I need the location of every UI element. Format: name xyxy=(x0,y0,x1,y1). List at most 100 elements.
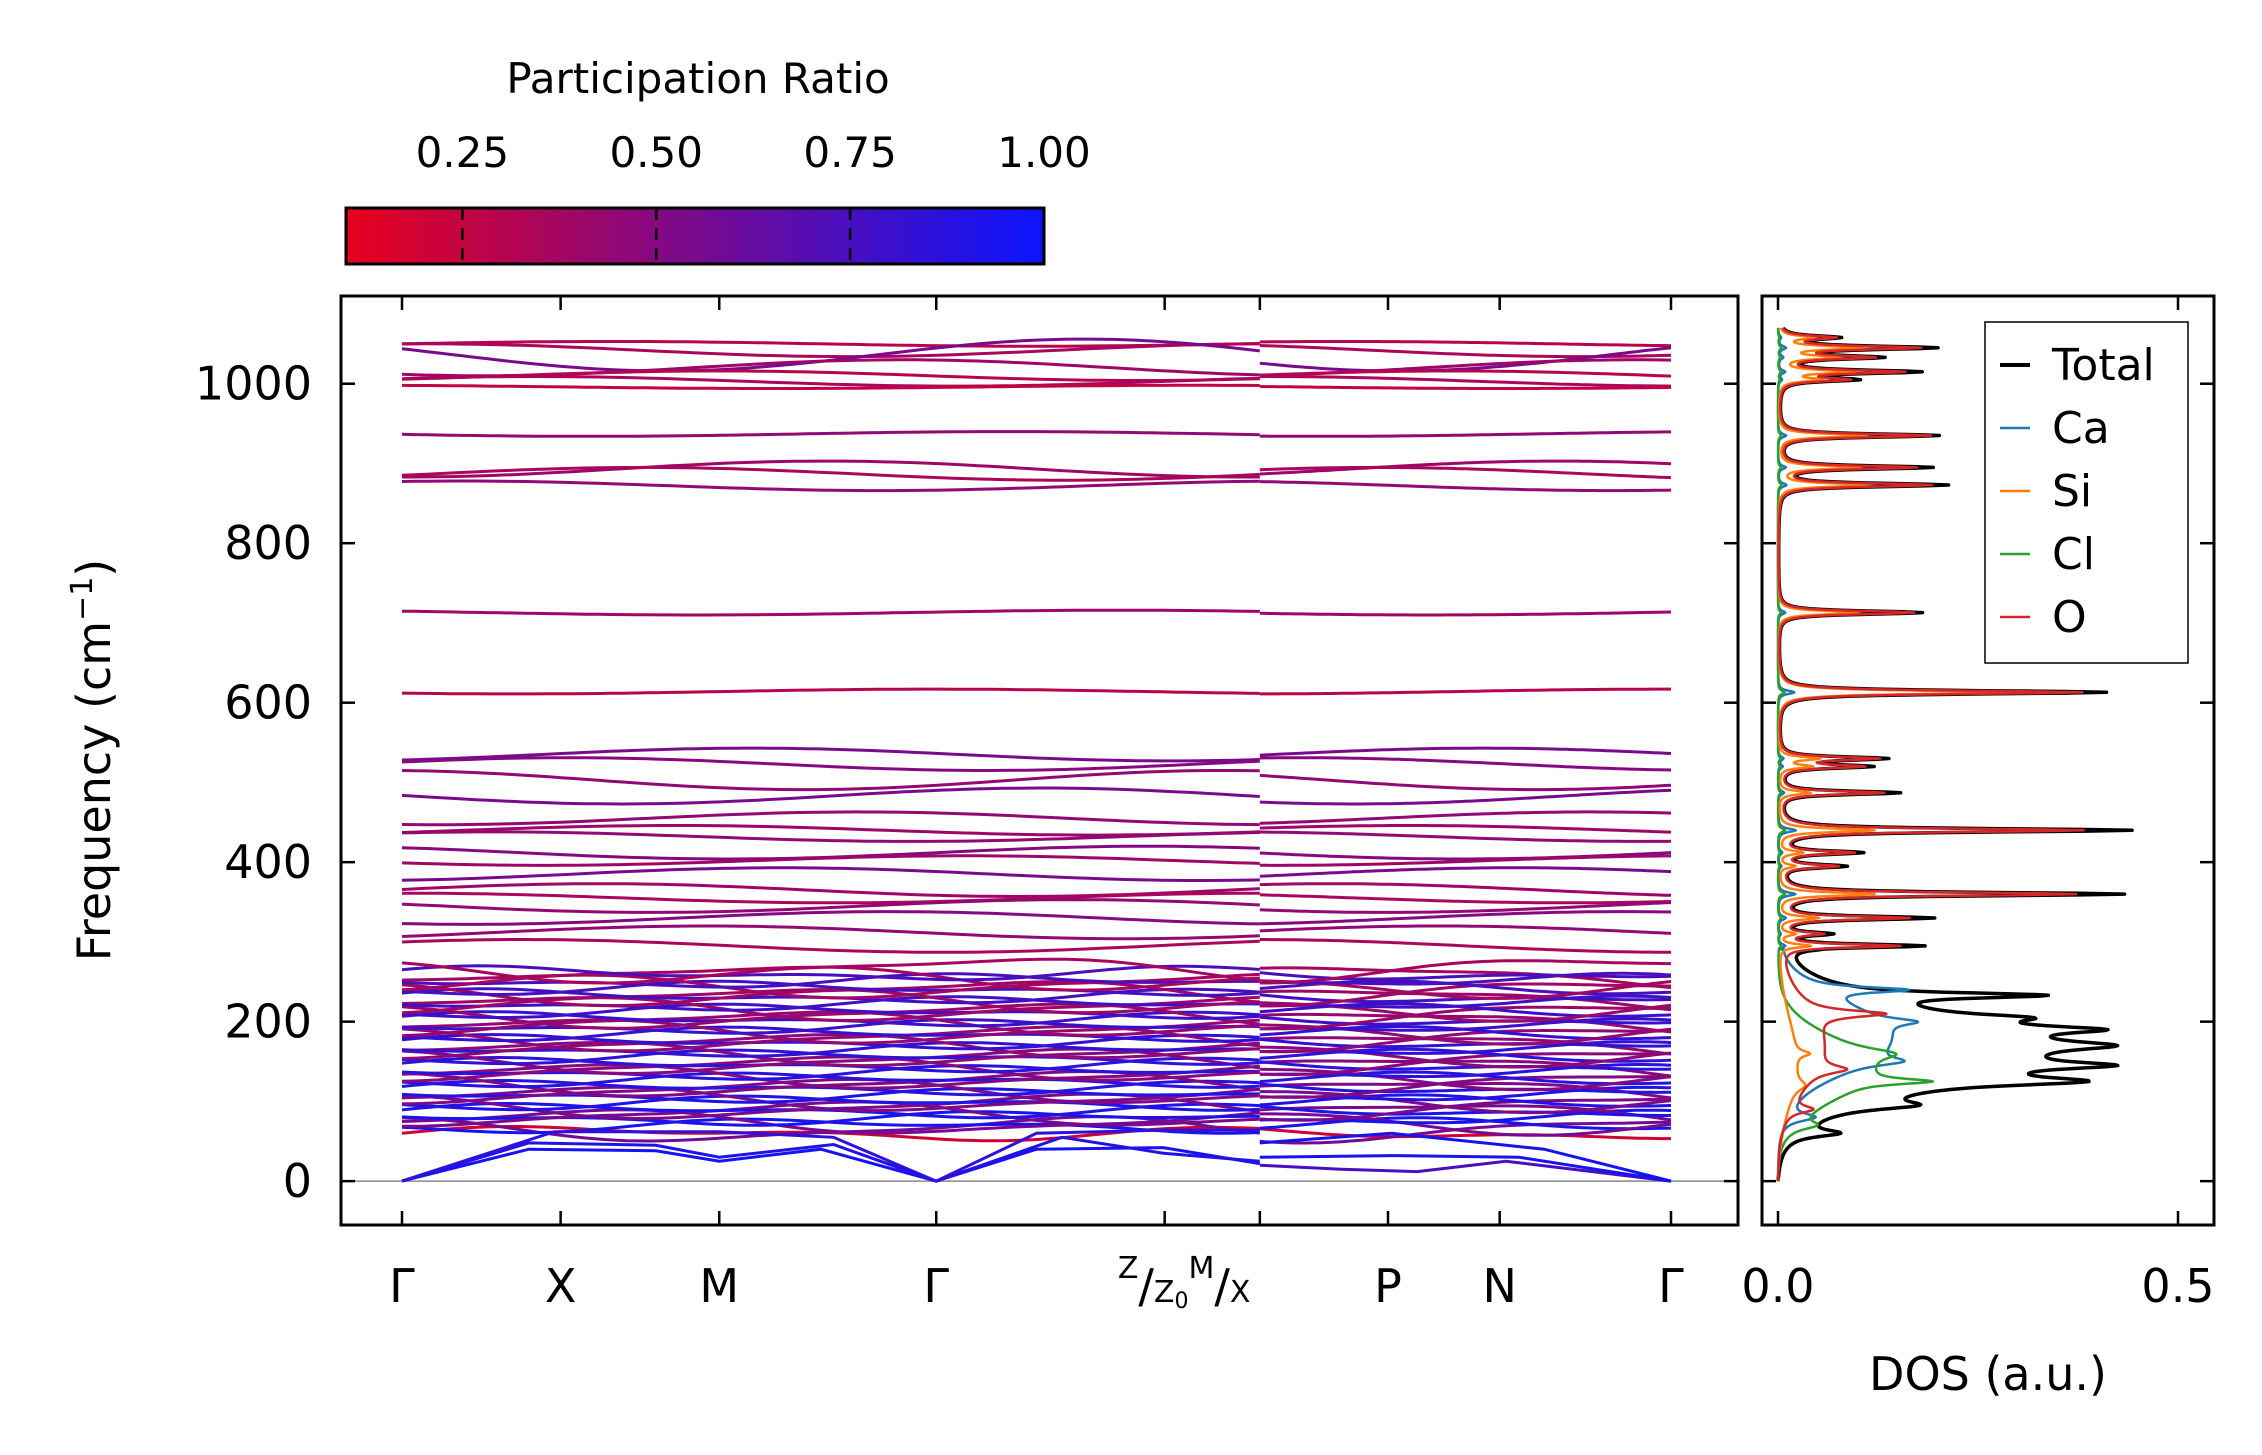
phonon-band xyxy=(401,465,1260,482)
phonon-band xyxy=(1259,1090,1672,1115)
y-tick-label: 800 xyxy=(224,516,312,570)
phonon-band xyxy=(401,1055,1260,1083)
phonon-band xyxy=(401,383,1260,390)
phonon-band xyxy=(402,459,1260,479)
phonon-band xyxy=(401,687,1260,696)
phonon-band xyxy=(401,810,1260,827)
phonon-band xyxy=(401,1033,1260,1060)
phonon-band xyxy=(1259,924,1672,935)
phonon-band xyxy=(1259,610,1672,617)
phonon-band xyxy=(1259,938,1671,954)
phonon-band xyxy=(401,995,1260,1012)
phonon-band xyxy=(1259,465,1672,480)
dos-x-axis-label: DOS (a.u.) xyxy=(1869,1347,2107,1401)
phonon-band xyxy=(1259,810,1672,825)
phonon-band xyxy=(401,1025,1260,1043)
phonon-band xyxy=(401,854,1260,867)
phonon-band xyxy=(1259,966,1672,990)
phonon-band xyxy=(401,430,1260,438)
dos-x-tick-label: 0.5 xyxy=(2141,1259,2214,1313)
phonon-band xyxy=(1259,1082,1672,1100)
colorbar-ticks: 0.25 0.50 0.75 1.00 xyxy=(416,128,1091,264)
phonon-band xyxy=(1259,346,1672,373)
phonon-band xyxy=(401,608,1260,617)
phonon-band xyxy=(1259,1017,1672,1032)
phonon-band xyxy=(1259,989,1672,1012)
phonon-band xyxy=(1259,1127,1671,1141)
phonon-band xyxy=(401,980,1260,1008)
colorbar-tick-label: 1.00 xyxy=(997,128,1091,177)
phonon-band xyxy=(1259,756,1672,772)
legend-label-total: Total xyxy=(2051,340,2155,391)
phonon-band xyxy=(1259,971,1672,986)
phonon-band xyxy=(1259,340,1672,348)
phonon-band xyxy=(401,786,1260,806)
phonon-band xyxy=(401,1002,1260,1020)
phonon-band xyxy=(1259,994,1672,1009)
phonon-band xyxy=(1259,1015,1672,1026)
band-lines xyxy=(341,337,1738,1183)
phonon-band xyxy=(401,964,1260,982)
dos-x-tick-label: 0.0 xyxy=(1741,1259,1814,1313)
phonon-band xyxy=(1259,1104,1672,1117)
phonon-band xyxy=(1259,459,1672,476)
phonon-band xyxy=(401,769,1260,792)
phonon-band xyxy=(401,342,1260,359)
dos-panel: 0.0 0.5 DOS (a.u.) Total Ca Si Cl O xyxy=(1741,294,2216,1401)
dos-series-o xyxy=(1776,327,2086,1182)
phonon-band xyxy=(401,756,1260,772)
colorbar: Participation Ratio 0.25 0.50 0.75 1.00 xyxy=(344,54,1091,266)
phonon-band xyxy=(401,824,1260,837)
phonon-band xyxy=(401,1040,1260,1068)
phonon-band xyxy=(1259,866,1672,878)
colorbar-label: Participation Ratio xyxy=(506,54,889,103)
dos-series-si xyxy=(1776,327,2020,1182)
phonon-band xyxy=(1259,1116,1672,1131)
phonon-band xyxy=(402,1100,1260,1128)
acoustic-branch xyxy=(401,1146,1261,1183)
phonon-band xyxy=(1259,375,1672,388)
kpoint-label: X xyxy=(545,1259,577,1313)
phonon-band xyxy=(1259,901,1672,914)
phonon-band xyxy=(401,1077,1260,1106)
legend-frame xyxy=(1984,321,2189,664)
phonon-band xyxy=(401,957,1260,985)
phonon-band xyxy=(1259,1029,1671,1054)
phonon-band xyxy=(1259,882,1672,897)
kpoint-label-composite: Z/Z0M/X xyxy=(1118,1251,1251,1314)
phonon-band xyxy=(401,479,1260,493)
phonon-band xyxy=(1259,910,1672,926)
phonon-band xyxy=(401,898,1260,914)
phonon-band xyxy=(1259,1040,1672,1055)
phonon-band xyxy=(401,1048,1260,1066)
phonon-band xyxy=(401,1071,1260,1089)
phonon-band xyxy=(1259,959,1671,985)
phonon-band xyxy=(1259,687,1671,696)
y-tick-label: 0 xyxy=(283,1154,312,1208)
phonon-band xyxy=(402,891,1260,905)
legend-label-o: O xyxy=(2052,592,2087,643)
acoustic-branch xyxy=(1259,1131,1672,1183)
phonon-band xyxy=(1259,480,1672,493)
kpoint-label: Γ xyxy=(923,1259,949,1313)
phonon-band xyxy=(1259,1112,1672,1137)
band-frame xyxy=(339,294,1740,1227)
y-axis-ticks: 0 200 400 600 800 1000 xyxy=(195,357,2214,1208)
y-axis-label: Frequency (cm−1) xyxy=(65,559,121,962)
dos-lines xyxy=(1776,326,2134,1183)
phonon-band xyxy=(1259,1082,1671,1094)
phonon-band xyxy=(401,866,1260,882)
y-tick-label: 400 xyxy=(224,835,312,889)
phonon-band xyxy=(401,1018,1260,1045)
phonon-band xyxy=(1259,1120,1672,1145)
kpoint-label: P xyxy=(1374,1259,1402,1313)
phonon-band xyxy=(401,746,1260,763)
phonon-band xyxy=(401,979,1260,997)
phonon-band xyxy=(401,1018,1260,1035)
colorbar-tick-label: 0.25 xyxy=(416,128,510,177)
phonon-band xyxy=(1259,1093,1672,1108)
phonon-band xyxy=(1259,824,1672,834)
phonon-band xyxy=(401,340,1260,348)
phonon-band xyxy=(1259,788,1672,806)
